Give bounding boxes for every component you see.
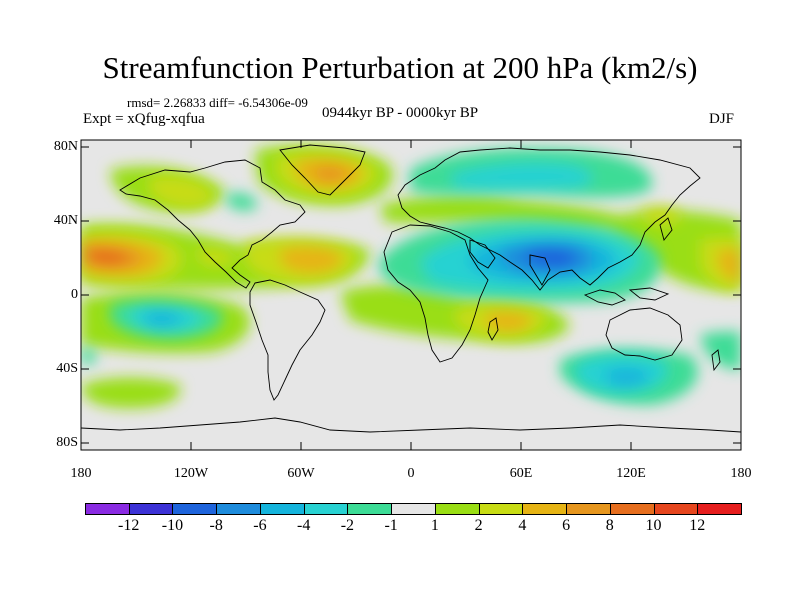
band-southern-pacific-positive — [81, 377, 181, 409]
lon-label-60e: 60E — [509, 466, 533, 481]
colorbar-label: -10 — [161, 517, 184, 534]
colorbar-swatch — [85, 503, 130, 515]
nw-pacific-positive — [640, 207, 682, 226]
colorbar-swatch — [566, 503, 611, 515]
colorbar-swatch — [347, 503, 393, 515]
north-america-outline — [119, 159, 306, 289]
greenland-outline — [279, 144, 366, 196]
mexico-positive — [195, 248, 235, 266]
colorbar-swatch — [434, 503, 480, 515]
colorbar-label: -6 — [253, 517, 267, 534]
colorbar-label: 10 — [645, 517, 662, 534]
s-pacific-negative-core — [144, 311, 182, 326]
africa-outline — [383, 224, 489, 363]
s-indian-negative-core — [604, 368, 650, 387]
plot-title: Streamfunction Perturbation at 200 hPa (… — [102, 50, 698, 85]
colorbar-swatch — [478, 503, 524, 515]
colorbar-label: 6 — [562, 517, 571, 534]
colorbar-label: 4 — [518, 517, 527, 534]
experiment-label: Expt = xQfug-xqfua — [83, 111, 205, 127]
colorbar-label: -4 — [296, 517, 311, 534]
n-pacific-positive-core — [88, 249, 128, 266]
japan-outline — [659, 217, 673, 241]
s-indian-positive-core — [484, 311, 532, 332]
india-outline — [529, 254, 551, 286]
lat-label-0: 0 — [71, 287, 78, 302]
south-asia-negative-core — [525, 248, 576, 268]
antarctica-outline — [81, 417, 741, 433]
period-label: 0944kyr BP - 0000kyr BP — [322, 105, 479, 121]
alaska-positive — [148, 175, 215, 208]
colorbar-label: 12 — [689, 517, 706, 534]
coastlines — [81, 144, 741, 433]
colorbar-swatch — [609, 503, 655, 515]
colorbar-swatch — [391, 503, 436, 515]
lon-label-120e: 120E — [616, 466, 646, 481]
australia-outline — [605, 307, 683, 361]
colorbar-label: 2 — [474, 517, 483, 534]
colorbar-label: -1 — [384, 517, 398, 534]
colorbar-label: -12 — [118, 517, 140, 534]
madagascar-outline — [487, 317, 499, 341]
new-zealand-outline — [711, 349, 721, 372]
field-layer — [81, 145, 741, 409]
axis-ticks — [80, 140, 742, 450]
south-america-outline — [249, 279, 326, 401]
greenland-positive-core — [314, 165, 348, 183]
colorbar-swatch — [653, 503, 699, 515]
arabia-outline — [469, 239, 496, 269]
colorbar-label: -2 — [340, 517, 355, 534]
colorbar-swatch — [216, 503, 261, 515]
colorbar-label: -8 — [209, 517, 223, 534]
lat-label-40s: 40S — [56, 361, 78, 376]
lat-label-80n: 80N — [53, 139, 78, 154]
colorbar-label: 8 — [605, 517, 614, 534]
sw-edge-negative-patch — [81, 348, 96, 365]
colorbar-swatch — [303, 503, 349, 515]
colorbar-swatch — [128, 503, 174, 515]
band-sw-pacific-negative — [700, 331, 741, 370]
stats-text: rmsd= 2.26833 diff= -6.54306e-09 — [127, 95, 308, 110]
lat-label-80s: 80S — [56, 435, 78, 450]
colorbar-swatch — [172, 503, 218, 515]
lat-label-40n: 40N — [53, 213, 78, 228]
colorbar-swatch — [697, 503, 742, 515]
colorbar-swatch — [259, 503, 305, 515]
colorbar-label: 1 — [430, 517, 439, 534]
eurasia-arctic-negative-inner — [450, 163, 593, 190]
lon-label-0: 0 — [407, 466, 415, 481]
colorbar-swatch — [522, 503, 568, 515]
lon-label-60w: 60W — [287, 466, 315, 481]
lon-label-180w: 180 — [70, 466, 92, 481]
season-label: DJF — [709, 111, 735, 127]
indonesia-outline — [583, 289, 626, 306]
n-america-negative-patch — [225, 193, 258, 211]
new-guinea-outline — [628, 287, 670, 301]
lon-label-180e: 180 — [730, 466, 752, 481]
dateline-positive-inner — [718, 249, 741, 282]
lon-label-120w: 120W — [173, 466, 209, 481]
n-atlantic-positive-inner — [280, 246, 343, 273]
